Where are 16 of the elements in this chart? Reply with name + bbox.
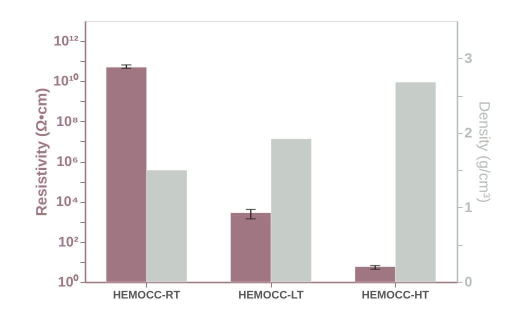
x-tick-label: HEMOCC-HT: [362, 290, 430, 302]
x-tick-label: HEMOCC-RT: [112, 290, 180, 302]
y-tick-label: 10¹²: [54, 32, 79, 49]
y-tick-label: 10¹⁰: [53, 72, 78, 89]
y2-tick-label: 1: [464, 198, 472, 215]
y-axis-title: Resistivity (Ω•cm): [33, 88, 50, 216]
y-tick-label: 10⁸: [56, 112, 78, 129]
x-tick-label: HEMOCC-LT: [238, 290, 304, 302]
y2-tick-label: 0: [464, 274, 472, 290]
y-tick-label: 10⁶: [56, 153, 78, 170]
y2-tick-label: 3: [464, 50, 472, 66]
y2-axis-title: Density (g/cm³): [475, 101, 492, 203]
y2-tick-label: 2: [464, 124, 472, 140]
y-tick-label: 10⁴: [56, 193, 79, 210]
y-tick-label: 10²: [58, 233, 79, 250]
y-tick-label: 10⁰: [58, 274, 78, 290]
